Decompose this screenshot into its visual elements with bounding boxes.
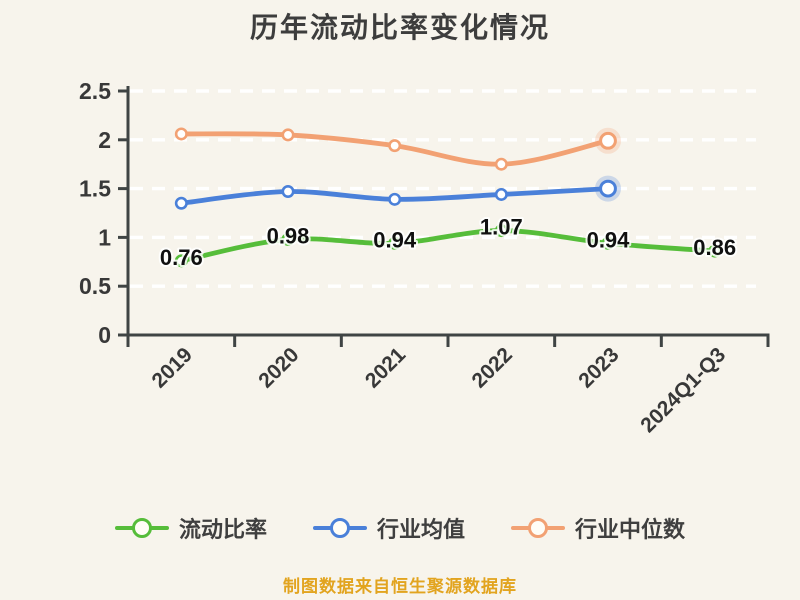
svg-text:0.86: 0.86 [693, 235, 736, 260]
industry-median-marker-icon [511, 515, 565, 541]
svg-text:2023: 2023 [574, 343, 623, 392]
svg-text:2021: 2021 [361, 343, 411, 393]
legend-dot-swatch [329, 518, 350, 538]
svg-text:2019: 2019 [148, 343, 197, 392]
svg-text:1.07: 1.07 [480, 215, 523, 240]
svg-text:0.5: 0.5 [79, 273, 111, 299]
svg-text:2024Q1-Q3: 2024Q1-Q3 [636, 343, 730, 437]
svg-text:0.94: 0.94 [373, 227, 417, 252]
svg-text:0.98: 0.98 [267, 223, 310, 248]
legend-item-label: 行业中位数 [575, 517, 686, 542]
chart-title: 历年流动比率变化情况 [249, 12, 550, 43]
industry-mean-marker-icon [312, 515, 367, 541]
svg-text:1: 1 [98, 224, 111, 250]
legend-item-industry-mean: 行业均值 [312, 512, 465, 544]
svg-text:2.5: 2.5 [79, 78, 111, 104]
current-ratio-marker-icon [114, 515, 169, 541]
svg-text:2022: 2022 [468, 343, 517, 392]
line-chart-canvas: 0 0.5 1 1.5 2 2.5 2019 2020 2021 2022 2023 2024Q1-Q… [79, 78, 770, 437]
svg-text:0.76: 0.76 [160, 245, 203, 270]
legend-item-industry-median: 行业中位数 [511, 512, 685, 544]
svg-text:1.5: 1.5 [79, 176, 111, 202]
legend-item-label: 流动比率 [178, 517, 267, 542]
legend-item-current-ratio: 流动比率 [114, 512, 267, 544]
svg-text:2: 2 [98, 127, 111, 153]
legend-item-label: 行业均值 [376, 517, 465, 542]
legend-dot-swatch [131, 518, 152, 538]
svg-text:2020: 2020 [254, 343, 303, 392]
svg-text:0: 0 [98, 322, 111, 348]
svg-text:0.94: 0.94 [587, 227, 631, 252]
data-source-note: 制图数据来自恒生聚源数据库 [283, 577, 517, 596]
chart-legend: 流动比率 行业均值 行业中位数 [0, 512, 800, 544]
legend-dot-swatch [528, 518, 548, 538]
